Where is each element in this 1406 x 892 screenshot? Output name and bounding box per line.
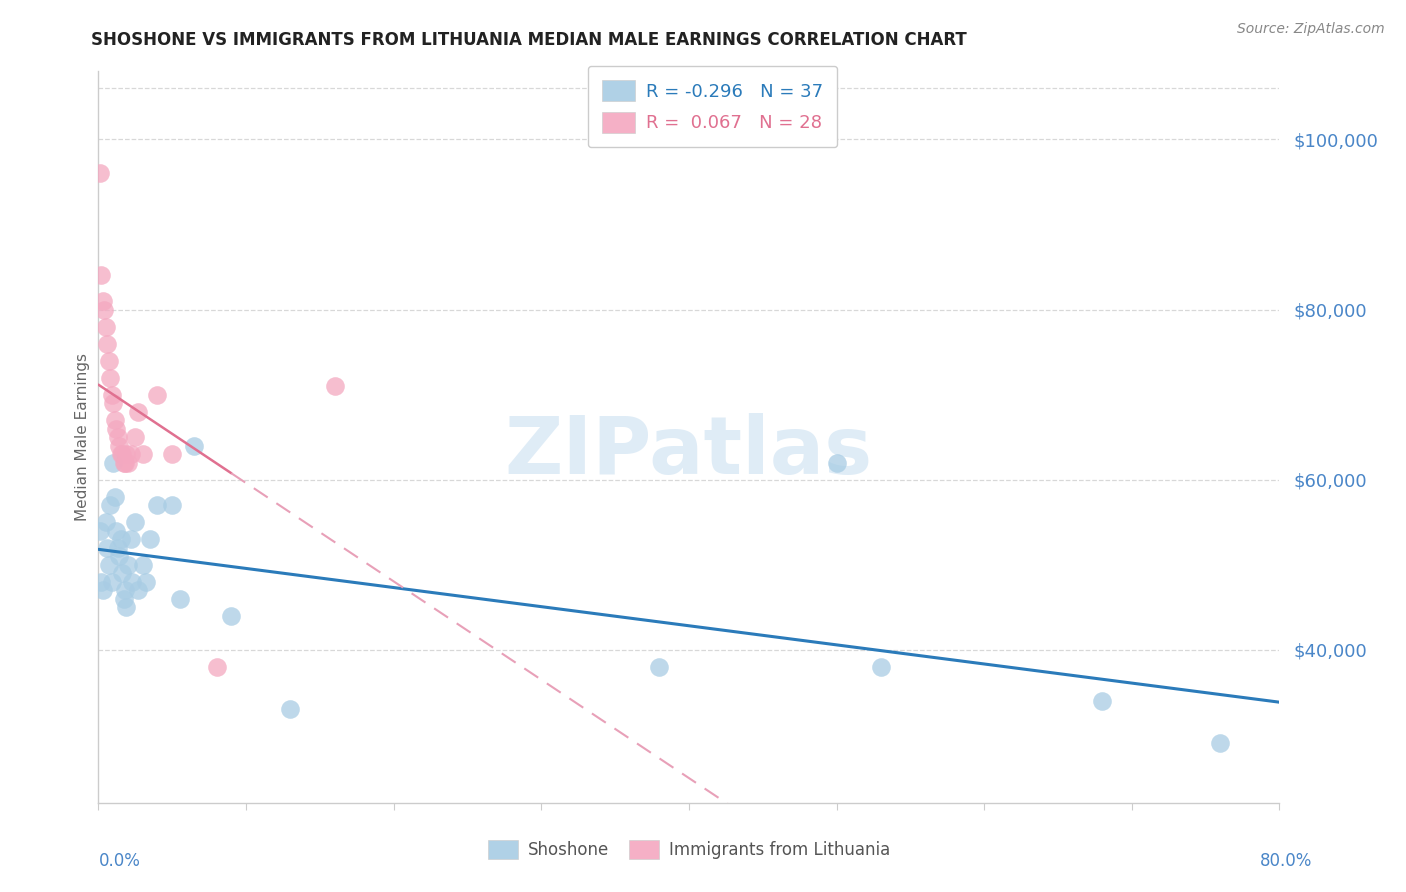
Point xyxy=(110,532,132,546)
Text: Source: ZipAtlas.com: Source: ZipAtlas.com xyxy=(1237,22,1385,37)
Point xyxy=(115,600,138,615)
Point xyxy=(98,498,121,512)
Point xyxy=(127,404,149,418)
Point xyxy=(127,583,149,598)
Point xyxy=(111,566,134,581)
Point xyxy=(169,591,191,606)
Y-axis label: Median Male Earnings: Median Male Earnings xyxy=(75,353,90,521)
Point xyxy=(104,490,127,504)
Point xyxy=(112,456,135,470)
Point xyxy=(135,574,157,589)
Point xyxy=(114,456,136,470)
Point xyxy=(825,456,848,470)
Point xyxy=(1091,694,1114,708)
Point xyxy=(139,532,162,546)
Point xyxy=(323,379,346,393)
Point xyxy=(124,430,146,444)
Point xyxy=(221,608,243,623)
Point xyxy=(120,447,142,461)
Point xyxy=(115,447,138,461)
Point xyxy=(90,574,112,589)
Point xyxy=(94,515,117,529)
Point xyxy=(89,166,111,180)
Point xyxy=(98,370,121,384)
Point xyxy=(107,430,129,444)
Point xyxy=(114,583,136,598)
Point xyxy=(90,268,112,283)
Point xyxy=(280,702,302,716)
Point xyxy=(96,336,118,351)
Point xyxy=(96,541,118,555)
Point xyxy=(89,524,111,538)
Point xyxy=(121,574,143,589)
Point xyxy=(110,447,132,461)
Point xyxy=(112,591,135,606)
Point xyxy=(105,524,128,538)
Point xyxy=(97,558,120,572)
Point xyxy=(105,421,128,435)
Point xyxy=(108,549,131,563)
Point xyxy=(104,413,127,427)
Point xyxy=(205,659,228,673)
Point xyxy=(124,515,146,529)
Point xyxy=(120,532,142,546)
Point xyxy=(103,396,125,410)
Legend: Shoshone, Immigrants from Lithuania: Shoshone, Immigrants from Lithuania xyxy=(479,831,898,868)
Text: 80.0%: 80.0% xyxy=(1260,852,1313,870)
Point xyxy=(91,583,114,598)
Point xyxy=(162,447,183,461)
Point xyxy=(183,439,205,453)
Point xyxy=(100,387,122,401)
Point xyxy=(132,558,155,572)
Point xyxy=(97,353,120,368)
Text: 0.0%: 0.0% xyxy=(98,852,141,870)
Point xyxy=(91,293,114,308)
Point xyxy=(870,659,893,673)
Point xyxy=(103,456,125,470)
Point xyxy=(111,447,134,461)
Point xyxy=(162,498,183,512)
Point xyxy=(94,319,117,334)
Point xyxy=(100,574,122,589)
Point xyxy=(648,659,671,673)
Point xyxy=(107,541,129,555)
Point xyxy=(146,498,169,512)
Point xyxy=(146,387,169,401)
Point xyxy=(117,456,139,470)
Text: ZIPatlas: ZIPatlas xyxy=(505,413,873,491)
Point xyxy=(117,558,139,572)
Point xyxy=(1209,736,1232,750)
Point xyxy=(108,439,131,453)
Point xyxy=(132,447,155,461)
Point xyxy=(93,302,115,317)
Text: SHOSHONE VS IMMIGRANTS FROM LITHUANIA MEDIAN MALE EARNINGS CORRELATION CHART: SHOSHONE VS IMMIGRANTS FROM LITHUANIA ME… xyxy=(91,31,967,49)
